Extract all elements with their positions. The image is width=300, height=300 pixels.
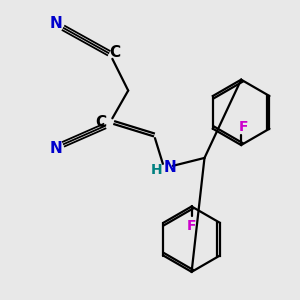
Text: C: C xyxy=(95,115,106,130)
Text: N: N xyxy=(164,160,176,175)
Text: N: N xyxy=(50,140,62,155)
Text: H: H xyxy=(151,163,163,177)
Text: F: F xyxy=(187,219,196,233)
Text: C: C xyxy=(109,45,120,60)
Text: F: F xyxy=(238,120,248,134)
Text: N: N xyxy=(50,16,62,31)
